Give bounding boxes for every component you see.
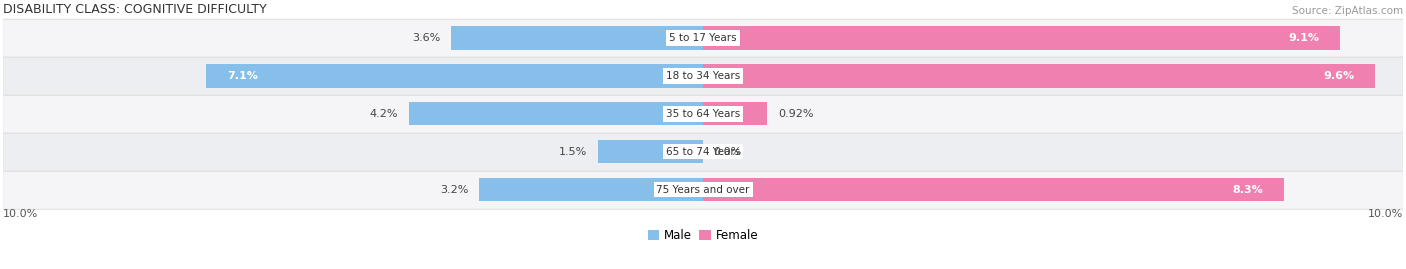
Text: 35 to 64 Years: 35 to 64 Years	[666, 109, 740, 119]
Text: 3.2%: 3.2%	[440, 185, 468, 194]
Text: 9.6%: 9.6%	[1323, 71, 1354, 81]
Bar	[598, 140, 703, 163]
Bar	[703, 178, 1284, 201]
Text: 1.5%: 1.5%	[560, 147, 588, 157]
Legend: Male, Female: Male, Female	[643, 225, 763, 247]
Bar	[3, 19, 1403, 57]
Text: DISABILITY CLASS: COGNITIVE DIFFICULTY: DISABILITY CLASS: COGNITIVE DIFFICULTY	[3, 3, 267, 16]
Text: 75 Years and over: 75 Years and over	[657, 185, 749, 194]
Text: 18 to 34 Years: 18 to 34 Years	[666, 71, 740, 81]
Text: 10.0%: 10.0%	[3, 209, 38, 219]
Text: 65 to 74 Years: 65 to 74 Years	[666, 147, 740, 157]
Bar	[3, 57, 1403, 95]
Bar	[703, 26, 1340, 49]
Text: 8.3%: 8.3%	[1233, 185, 1263, 194]
Text: 3.6%: 3.6%	[412, 33, 440, 43]
Text: 7.1%: 7.1%	[226, 71, 257, 81]
Text: Source: ZipAtlas.com: Source: ZipAtlas.com	[1292, 6, 1403, 16]
Bar	[3, 133, 1403, 171]
Text: 9.1%: 9.1%	[1288, 33, 1319, 43]
Text: 4.2%: 4.2%	[370, 109, 398, 119]
Bar	[205, 64, 703, 87]
Bar	[409, 102, 703, 125]
Bar	[703, 102, 768, 125]
Text: 0.92%: 0.92%	[778, 109, 814, 119]
Bar	[3, 95, 1403, 133]
Bar	[3, 171, 1403, 208]
Text: 5 to 17 Years: 5 to 17 Years	[669, 33, 737, 43]
Bar	[479, 178, 703, 201]
Bar	[703, 64, 1375, 87]
Text: 10.0%: 10.0%	[1368, 209, 1403, 219]
Bar	[451, 26, 703, 49]
Text: 0.0%: 0.0%	[713, 147, 742, 157]
